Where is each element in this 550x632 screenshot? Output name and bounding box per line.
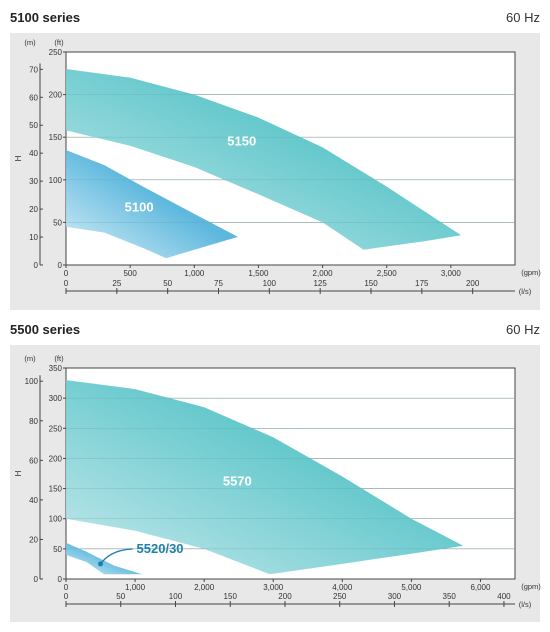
xtick-label-gpm: 2,000 [194,583,215,592]
xtick-label-ls: 175 [415,279,429,288]
ytick-label-ft: 300 [49,394,63,403]
xtick-label-gpm: 3,000 [441,269,462,278]
xtick-label-gpm: 500 [123,269,137,278]
xtick-label-gpm: 6,000 [470,583,491,592]
y-unit-ft: (ft) [54,38,64,47]
xtick-label-ls: 150 [364,279,378,288]
y-axis-label-h: H [14,155,23,161]
ytick-label-m: 50 [29,121,38,130]
xtick-label-ls: 150 [224,592,238,601]
ytick-label-m: 80 [29,417,38,426]
ytick-label-m: 0 [34,261,39,270]
y-unit-m: (m) [24,354,36,363]
ytick-label-ft: 100 [49,515,63,524]
y-unit-m: (m) [24,38,36,47]
area-5100 [66,150,238,259]
series-leader-5520-30 [99,548,133,565]
x-unit-ls: (l/s) [519,600,532,609]
x-unit-gpm: (gpm) [521,268,541,277]
xtick-label-gpm: 0 [64,269,69,278]
ytick-label-ft: 50 [53,218,62,227]
ytick-label-m: 0 [34,575,39,584]
xtick-label-gpm: 4,000 [332,583,353,592]
ytick-label-m: 70 [29,65,38,74]
xtick-label-ls: 125 [313,279,327,288]
xtick-label-ls: 100 [263,279,277,288]
x-unit-gpm: (gpm) [521,582,541,591]
ytick-label-m: 40 [29,149,38,158]
xtick-label-ls: 350 [443,592,457,601]
xtick-label-ls: 200 [466,279,480,288]
ytick-label-ft: 250 [49,424,63,433]
series-label-5520-30: 5520/30 [137,541,184,556]
ytick-label-ft: 150 [49,485,63,494]
xtick-label-gpm: 3,000 [263,583,284,592]
y-unit-ft: (ft) [54,354,64,363]
x-unit-ls: (l/s) [519,287,532,296]
xtick-label-gpm: 1,000 [184,269,205,278]
ytick-label-m: 100 [25,377,39,386]
xtick-label-ls: 75 [214,279,223,288]
xtick-label-ls: 100 [169,592,183,601]
section-header-5500: 5500 series 60 Hz [10,322,540,340]
xtick-label-gpm: 2,000 [313,269,334,278]
xtick-label-gpm: 2,500 [377,269,398,278]
ytick-label-m: 60 [29,456,38,465]
xtick-label-ls: 400 [497,592,511,601]
xtick-label-ls: 250 [333,592,347,601]
xtick-label-gpm: 5,000 [401,583,422,592]
ytick-label-ft: 50 [53,545,62,554]
area-5570 [66,380,464,575]
xtick-label-ls: 0 [64,279,69,288]
frequency-label: 60 Hz [506,10,540,25]
ytick-label-ft: 250 [49,48,63,57]
ytick-label-m: 40 [29,496,38,505]
ytick-label-ft: 100 [49,176,63,185]
xtick-label-gpm: 1,500 [248,269,269,278]
area-5150 [66,69,462,250]
xtick-label-ls: 50 [116,592,125,601]
series-label-5570: 5570 [223,474,252,489]
series-label-5100: 5100 [125,199,154,214]
xtick-label-ls: 50 [163,279,172,288]
area-5520-30 [66,542,142,575]
ytick-label-ft: 350 [49,364,63,373]
ytick-label-m: 20 [29,535,38,544]
ytick-label-m: 10 [29,233,38,242]
series-title: 5500 series [10,322,81,337]
y-axis-label-h: H [14,470,23,476]
ytick-label-m: 60 [29,93,38,102]
xtick-label-gpm: 1,000 [125,583,146,592]
ytick-label-ft: 200 [49,454,63,463]
xtick-label-gpm: 0 [64,583,69,592]
xtick-label-ls: 25 [112,279,121,288]
chart-5500-series: 5570 5520/30 0 1,000 2,000 3,000 4,000 5,000 6,0… [14,354,541,609]
series-label-5150: 5150 [227,134,256,149]
ytick-label-ft: 0 [58,575,63,584]
frequency-label: 60 Hz [506,322,540,337]
section-header-5100: 5100 series 60 Hz [10,10,540,28]
xtick-label-ls: 300 [388,592,402,601]
ytick-label-m: 20 [29,205,38,214]
xtick-label-ls: 0 [64,592,69,601]
xtick-label-ls: 200 [278,592,292,601]
ytick-label-ft: 150 [49,133,63,142]
ytick-label-m: 30 [29,177,38,186]
ytick-label-ft: 0 [58,261,63,270]
series-title: 5100 series [10,10,81,25]
ytick-label-ft: 200 [49,91,63,100]
